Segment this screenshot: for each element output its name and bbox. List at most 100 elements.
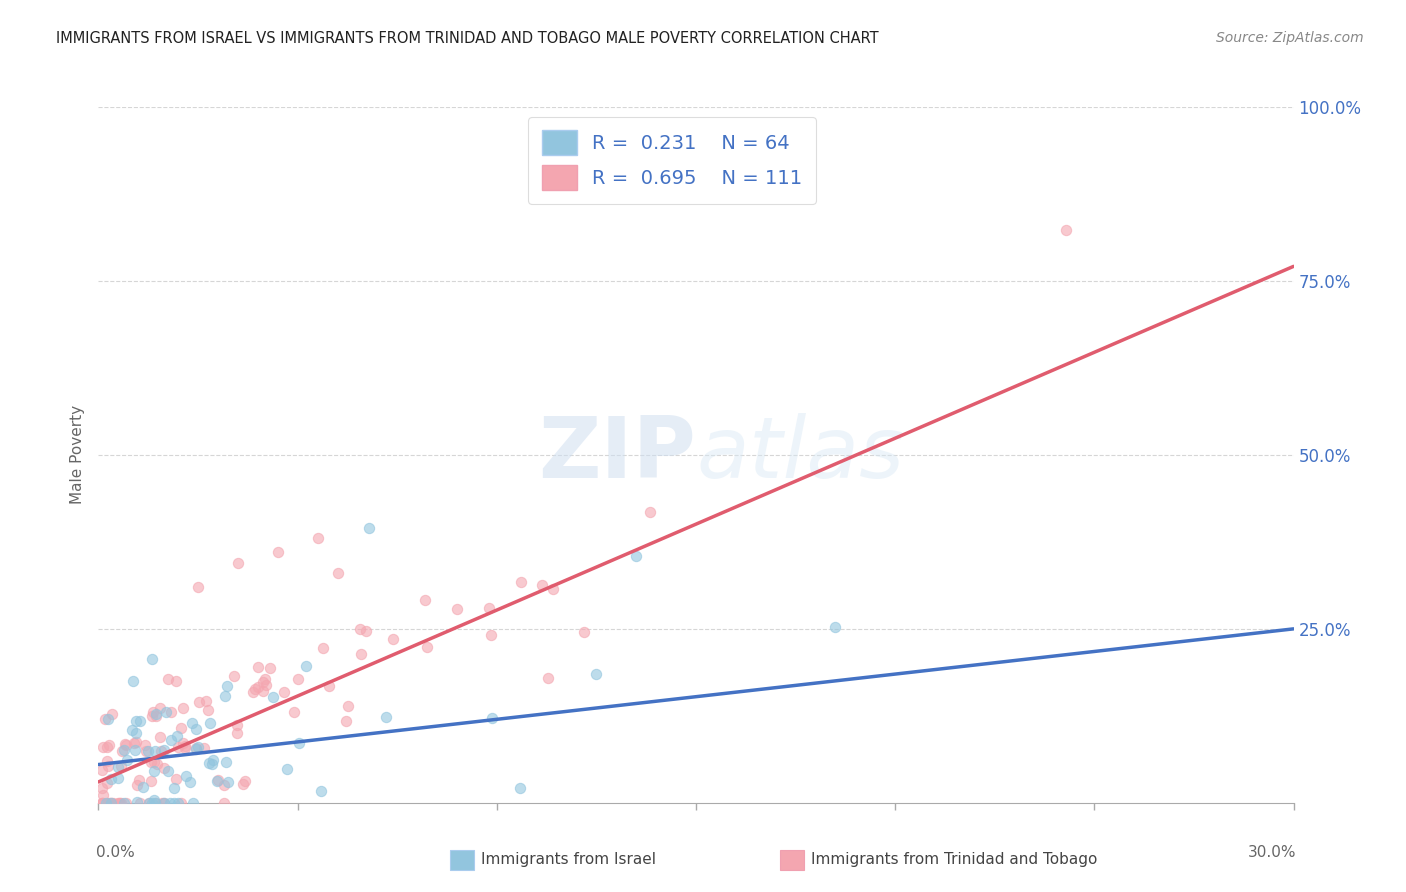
Point bbox=[141, 773, 163, 788]
Point bbox=[160, 705, 183, 719]
Text: ZIP: ZIP bbox=[538, 413, 696, 497]
Point bbox=[110, 759, 132, 773]
Point bbox=[115, 738, 138, 752]
Point bbox=[112, 796, 135, 810]
Point bbox=[97, 738, 120, 752]
Point bbox=[142, 793, 165, 807]
Point bbox=[242, 684, 264, 698]
Point bbox=[115, 753, 138, 767]
Point bbox=[145, 706, 167, 721]
Point bbox=[335, 714, 357, 728]
Point bbox=[413, 593, 436, 607]
Point bbox=[93, 789, 115, 803]
Point bbox=[153, 743, 176, 757]
Point bbox=[318, 679, 340, 693]
Point bbox=[96, 739, 118, 754]
Point bbox=[195, 694, 218, 708]
Point bbox=[129, 714, 152, 728]
Point bbox=[152, 761, 174, 775]
Point bbox=[232, 777, 254, 791]
Point bbox=[184, 741, 207, 756]
Point bbox=[172, 736, 194, 750]
Text: atlas: atlas bbox=[696, 413, 904, 497]
Point bbox=[134, 738, 156, 752]
Point bbox=[174, 769, 197, 783]
Point bbox=[101, 706, 124, 721]
Point bbox=[152, 796, 174, 810]
Point bbox=[179, 775, 201, 789]
Point bbox=[141, 796, 163, 810]
Point bbox=[509, 780, 531, 795]
Point bbox=[174, 741, 197, 756]
Point bbox=[374, 710, 396, 724]
Text: Immigrants from Israel: Immigrants from Israel bbox=[481, 853, 655, 867]
Point bbox=[225, 725, 247, 739]
Point bbox=[91, 740, 114, 755]
Point bbox=[181, 715, 204, 730]
Point bbox=[103, 796, 125, 810]
Point bbox=[359, 521, 381, 535]
Point bbox=[215, 755, 238, 769]
Point bbox=[91, 764, 114, 778]
Point bbox=[150, 744, 173, 758]
Point bbox=[243, 682, 266, 697]
Legend: R =  0.231    N = 64, R =  0.695    N = 111: R = 0.231 N = 64, R = 0.695 N = 111 bbox=[529, 117, 815, 203]
Point bbox=[153, 796, 176, 810]
Point bbox=[174, 739, 197, 753]
Point bbox=[100, 796, 122, 810]
Point bbox=[217, 774, 239, 789]
Point bbox=[145, 796, 167, 810]
Point bbox=[122, 736, 145, 750]
Point bbox=[350, 648, 373, 662]
Point bbox=[172, 701, 194, 715]
Point bbox=[141, 709, 163, 723]
Point bbox=[96, 796, 118, 810]
Point bbox=[312, 641, 335, 656]
Point bbox=[100, 772, 122, 787]
Point bbox=[207, 772, 229, 787]
Point bbox=[295, 659, 318, 673]
Point bbox=[149, 700, 172, 714]
Point bbox=[181, 796, 204, 810]
Point bbox=[165, 673, 187, 688]
Point bbox=[142, 755, 165, 769]
Point bbox=[214, 778, 236, 792]
Point bbox=[205, 773, 228, 788]
Point bbox=[481, 711, 503, 725]
Point bbox=[97, 759, 120, 773]
Point bbox=[141, 652, 163, 666]
Point bbox=[142, 764, 165, 778]
Point bbox=[107, 796, 129, 810]
Point bbox=[354, 624, 377, 638]
Point bbox=[167, 796, 190, 810]
Point bbox=[132, 780, 155, 795]
Point bbox=[121, 723, 143, 738]
Point bbox=[259, 660, 281, 674]
Point bbox=[585, 667, 607, 681]
Point bbox=[233, 774, 256, 789]
Point bbox=[97, 713, 120, 727]
Point bbox=[112, 742, 135, 756]
Point bbox=[287, 672, 309, 686]
Point bbox=[530, 578, 553, 592]
Point bbox=[155, 705, 177, 719]
Point bbox=[273, 685, 295, 699]
Point bbox=[166, 730, 188, 744]
Point bbox=[122, 673, 145, 688]
Point bbox=[478, 600, 501, 615]
Point bbox=[184, 722, 207, 736]
Point bbox=[193, 741, 215, 756]
Point bbox=[253, 672, 276, 686]
Point bbox=[326, 566, 349, 580]
Point bbox=[143, 744, 166, 758]
Point bbox=[226, 718, 249, 732]
Point bbox=[96, 754, 118, 768]
Point bbox=[200, 716, 222, 731]
Point bbox=[149, 730, 172, 744]
Point bbox=[187, 580, 209, 594]
Point bbox=[1054, 223, 1078, 237]
Point bbox=[170, 796, 193, 810]
Text: Source: ZipAtlas.com: Source: ZipAtlas.com bbox=[1216, 31, 1364, 45]
Point bbox=[824, 620, 846, 634]
Point bbox=[163, 780, 186, 795]
